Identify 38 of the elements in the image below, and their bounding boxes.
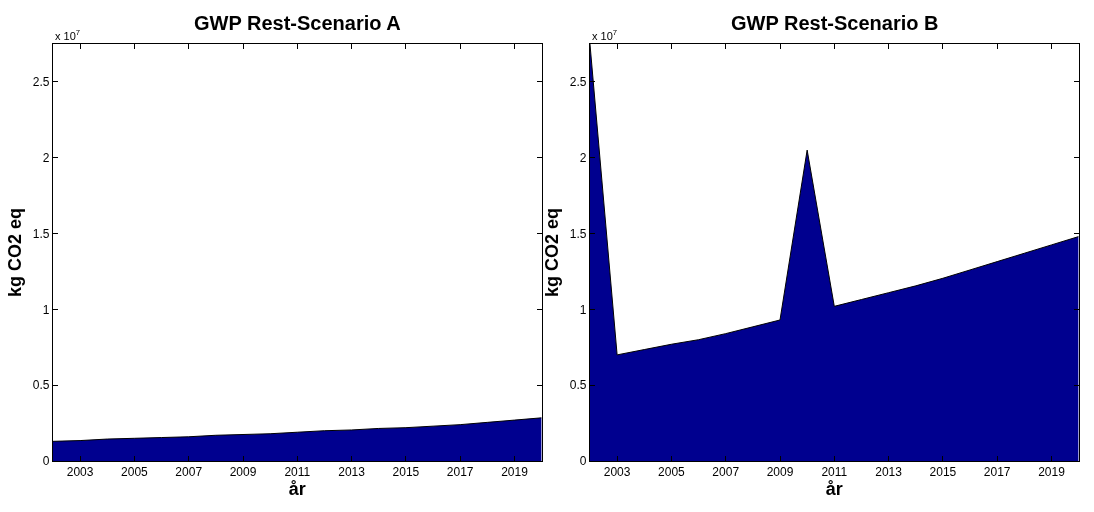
- x-tick-label: 2013: [338, 465, 366, 480]
- x-tick-label: 2007: [712, 465, 740, 480]
- x-axis-title: år: [288, 479, 306, 500]
- y-tick-label: 2: [42, 150, 50, 165]
- x-tick-label: 2015: [929, 465, 957, 480]
- x-tick-label: 2017: [983, 465, 1011, 480]
- x-tick-label: 2019: [501, 465, 529, 480]
- y-axis-title: kg CO2 eq: [542, 207, 563, 298]
- x-tick-label: 2005: [121, 465, 149, 480]
- x-tick-label: 2011: [821, 465, 848, 480]
- chart-title: GWP Rest-Scenario B: [731, 12, 939, 34]
- y-tick-label: 2.5: [32, 75, 50, 90]
- x-tick-label: 2009: [229, 465, 257, 480]
- y-tick-label: 1.5: [569, 226, 587, 241]
- x-tick-label: 2009: [766, 465, 794, 480]
- y-tick-label: 0.5: [569, 378, 587, 393]
- y-tick-label: 2: [579, 150, 587, 165]
- x-tick-label: 2011: [284, 465, 311, 480]
- y-tick-label: 1.5: [32, 226, 50, 241]
- y-axis-title: kg CO2 eq: [5, 207, 26, 298]
- x-tick-label: 2017: [446, 465, 474, 480]
- y-tick-label: 0: [42, 454, 50, 469]
- x-axis-title: år: [825, 479, 843, 500]
- x-tick-label: 2013: [875, 465, 903, 480]
- y-tick-label: 0.5: [32, 378, 50, 393]
- x-tick-label: 2019: [1038, 465, 1066, 480]
- y-tick-label: 1: [42, 302, 50, 317]
- x-tick-label: 2003: [603, 465, 631, 480]
- y-tick-label: 0: [579, 454, 587, 469]
- text: x 10$^{7}$: [592, 28, 618, 42]
- text: x 10$^{7}$: [55, 28, 81, 42]
- x-tick-label: 2003: [66, 465, 94, 480]
- x-tick-label: 2015: [392, 465, 420, 480]
- y-tick-label: 1: [579, 302, 587, 317]
- x-tick-label: 2007: [175, 465, 203, 480]
- chart-title: GWP Rest-Scenario A: [194, 12, 401, 34]
- y-tick-label: 2.5: [569, 75, 587, 90]
- x-tick-label: 2005: [658, 465, 686, 480]
